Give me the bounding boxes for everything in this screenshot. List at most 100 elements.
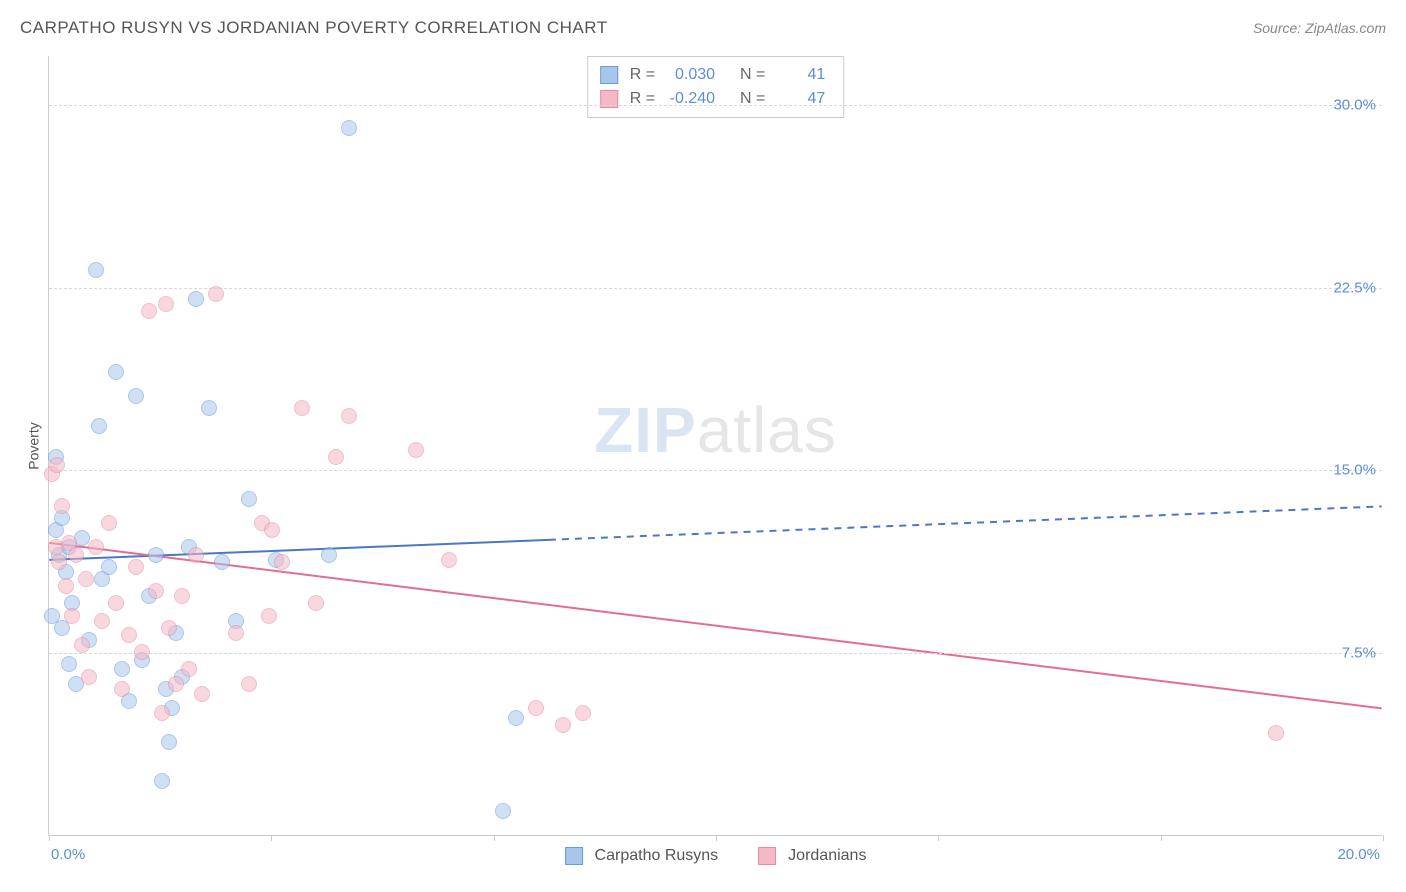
point-series1 — [161, 734, 177, 750]
legend-label-series1: Carpatho Rusyns — [595, 847, 719, 865]
point-series2 — [294, 400, 310, 416]
point-series1 — [201, 400, 217, 416]
gridline — [49, 105, 1382, 106]
n-label: N = — [740, 63, 765, 87]
point-series1 — [108, 364, 124, 380]
swatch-series1 — [600, 66, 618, 84]
point-series1 — [321, 547, 337, 563]
x-tick — [938, 835, 939, 841]
point-series2 — [261, 608, 277, 624]
point-series2 — [575, 705, 591, 721]
n-value-series1: 41 — [773, 63, 825, 87]
point-series2 — [114, 681, 130, 697]
point-series2 — [528, 700, 544, 716]
watermark-bold: ZIP — [594, 394, 697, 466]
point-series2 — [168, 676, 184, 692]
r-value-series1: 0.030 — [663, 63, 715, 87]
point-series2 — [154, 705, 170, 721]
x-axis-min-label: 0.0% — [51, 846, 85, 863]
x-tick — [716, 835, 717, 841]
gridline — [49, 653, 1382, 654]
legend-item-series1: Carpatho Rusyns — [565, 847, 719, 865]
r-label: R = — [630, 87, 655, 111]
n-label: N = — [740, 87, 765, 111]
point-series2 — [158, 296, 174, 312]
point-series2 — [108, 595, 124, 611]
point-series1 — [88, 262, 104, 278]
point-series2 — [174, 588, 190, 604]
point-series2 — [78, 571, 94, 587]
point-series1 — [214, 554, 230, 570]
x-tick — [1383, 835, 1384, 841]
point-series2 — [194, 686, 210, 702]
point-series2 — [51, 554, 67, 570]
point-series2 — [555, 717, 571, 733]
r-value-series2: -0.240 — [663, 87, 715, 111]
point-series2 — [188, 547, 204, 563]
point-series2 — [241, 676, 257, 692]
point-series1 — [101, 559, 117, 575]
point-series2 — [49, 457, 65, 473]
stats-row-series1: R = 0.030 N = 41 — [600, 63, 826, 87]
point-series2 — [208, 286, 224, 302]
point-series1 — [241, 491, 257, 507]
r-label: R = — [630, 63, 655, 87]
x-tick — [1161, 835, 1162, 841]
legend-label-series2: Jordanians — [788, 847, 866, 865]
scatter-plot-area: ZIPatlas R = 0.030 N = 41 R = -0.240 N =… — [48, 56, 1382, 836]
point-series1 — [508, 710, 524, 726]
source-attribution: Source: ZipAtlas.com — [1253, 20, 1386, 36]
point-series2 — [81, 669, 97, 685]
point-series1 — [91, 418, 107, 434]
x-tick — [494, 835, 495, 841]
point-series2 — [328, 449, 344, 465]
point-series2 — [1268, 725, 1284, 741]
point-series2 — [128, 559, 144, 575]
point-series2 — [408, 442, 424, 458]
point-series1 — [148, 547, 164, 563]
point-series2 — [101, 515, 117, 531]
y-tick-label: 15.0% — [1333, 462, 1376, 479]
point-series2 — [441, 552, 457, 568]
point-series2 — [68, 547, 84, 563]
point-series2 — [64, 608, 80, 624]
x-tick — [49, 835, 50, 841]
point-series1 — [128, 388, 144, 404]
x-axis-max-label: 20.0% — [1337, 846, 1380, 863]
point-series1 — [154, 773, 170, 789]
point-series2 — [134, 644, 150, 660]
stats-row-series2: R = -0.240 N = 47 — [600, 87, 826, 111]
gridline — [49, 288, 1382, 289]
y-axis-label: Poverty — [26, 422, 42, 469]
trend-line-solid — [49, 540, 549, 560]
legend-swatch-series1 — [565, 847, 583, 865]
legend-swatch-series2 — [758, 847, 776, 865]
legend-item-series2: Jordanians — [758, 847, 866, 865]
point-series2 — [341, 408, 357, 424]
chart-title: CARPATHO RUSYN VS JORDANIAN POVERTY CORR… — [20, 18, 608, 38]
point-series2 — [74, 637, 90, 653]
gridline — [49, 470, 1382, 471]
point-series1 — [61, 656, 77, 672]
x-tick — [271, 835, 272, 841]
point-series2 — [121, 627, 137, 643]
watermark: ZIPatlas — [594, 393, 837, 467]
n-value-series2: 47 — [773, 87, 825, 111]
point-series2 — [54, 498, 70, 514]
point-series2 — [141, 303, 157, 319]
point-series1 — [114, 661, 130, 677]
point-series2 — [88, 539, 104, 555]
y-tick-label: 30.0% — [1333, 96, 1376, 113]
point-series2 — [58, 578, 74, 594]
point-series2 — [228, 625, 244, 641]
correlation-stats-box: R = 0.030 N = 41 R = -0.240 N = 47 — [587, 56, 845, 118]
point-series2 — [264, 522, 280, 538]
point-series2 — [274, 554, 290, 570]
trend-lines — [49, 56, 1382, 835]
point-series2 — [161, 620, 177, 636]
point-series2 — [94, 613, 110, 629]
point-series1 — [341, 120, 357, 136]
point-series2 — [148, 583, 164, 599]
watermark-rest: atlas — [697, 394, 837, 466]
y-tick-label: 7.5% — [1342, 645, 1376, 662]
